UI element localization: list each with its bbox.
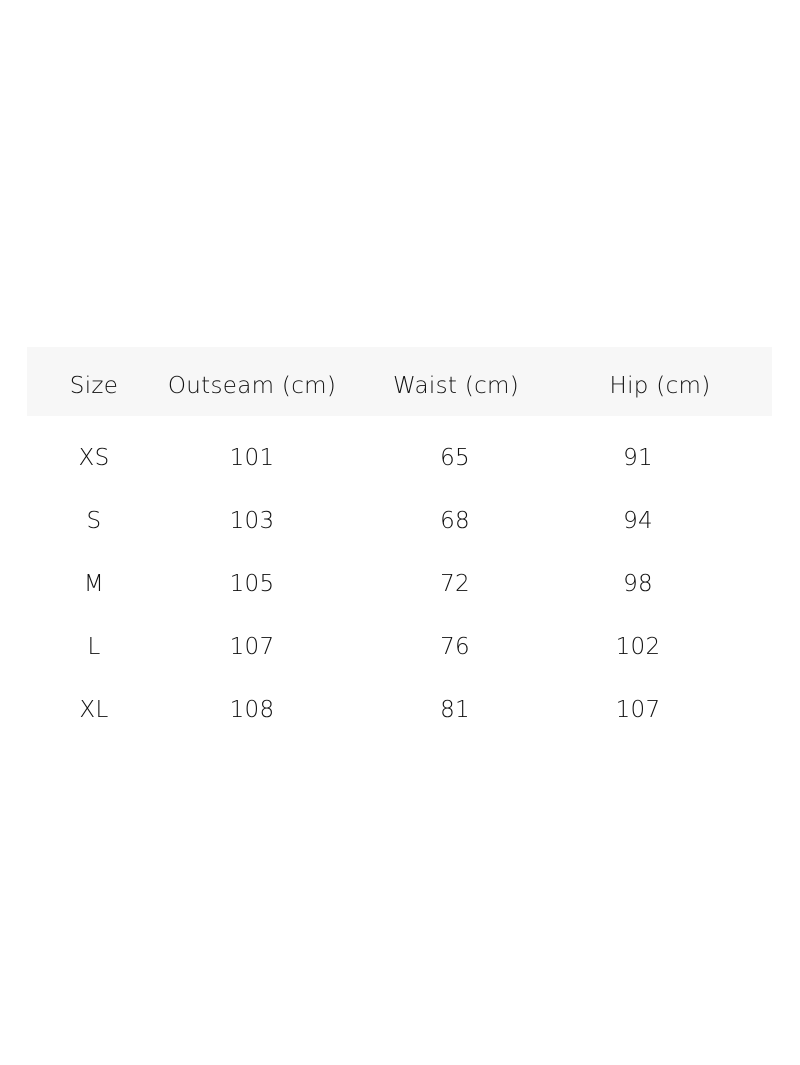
table-cell: L xyxy=(87,634,101,660)
table-cell: 98 xyxy=(623,571,653,597)
table-cell: XS xyxy=(78,445,110,471)
table-header xyxy=(27,347,772,416)
table-cell: 103 xyxy=(229,508,275,534)
table-cell: 91 xyxy=(623,445,653,471)
table-cell: 101 xyxy=(229,445,275,471)
column-header: Outseam (cm) xyxy=(167,373,337,399)
table-cell: 107 xyxy=(615,697,661,723)
table-cell: 68 xyxy=(440,508,470,534)
table-cell: 108 xyxy=(229,697,275,723)
table-cell: 81 xyxy=(440,697,470,723)
table-cell: M xyxy=(83,571,105,597)
column-header: Waist (cm) xyxy=(392,373,520,399)
table-cell: 94 xyxy=(623,508,653,534)
table-cell: 76 xyxy=(440,634,470,660)
table-cell: 102 xyxy=(615,634,661,660)
table-cell: S xyxy=(86,508,102,534)
column-header: Size xyxy=(69,373,119,399)
column-header: Hip (cm) xyxy=(609,373,711,399)
table-cell: XL xyxy=(79,697,109,723)
table-cell: 72 xyxy=(440,571,470,597)
table-cell: 65 xyxy=(440,445,470,471)
table-cell: 105 xyxy=(229,571,275,597)
table-cell: 107 xyxy=(229,634,275,660)
